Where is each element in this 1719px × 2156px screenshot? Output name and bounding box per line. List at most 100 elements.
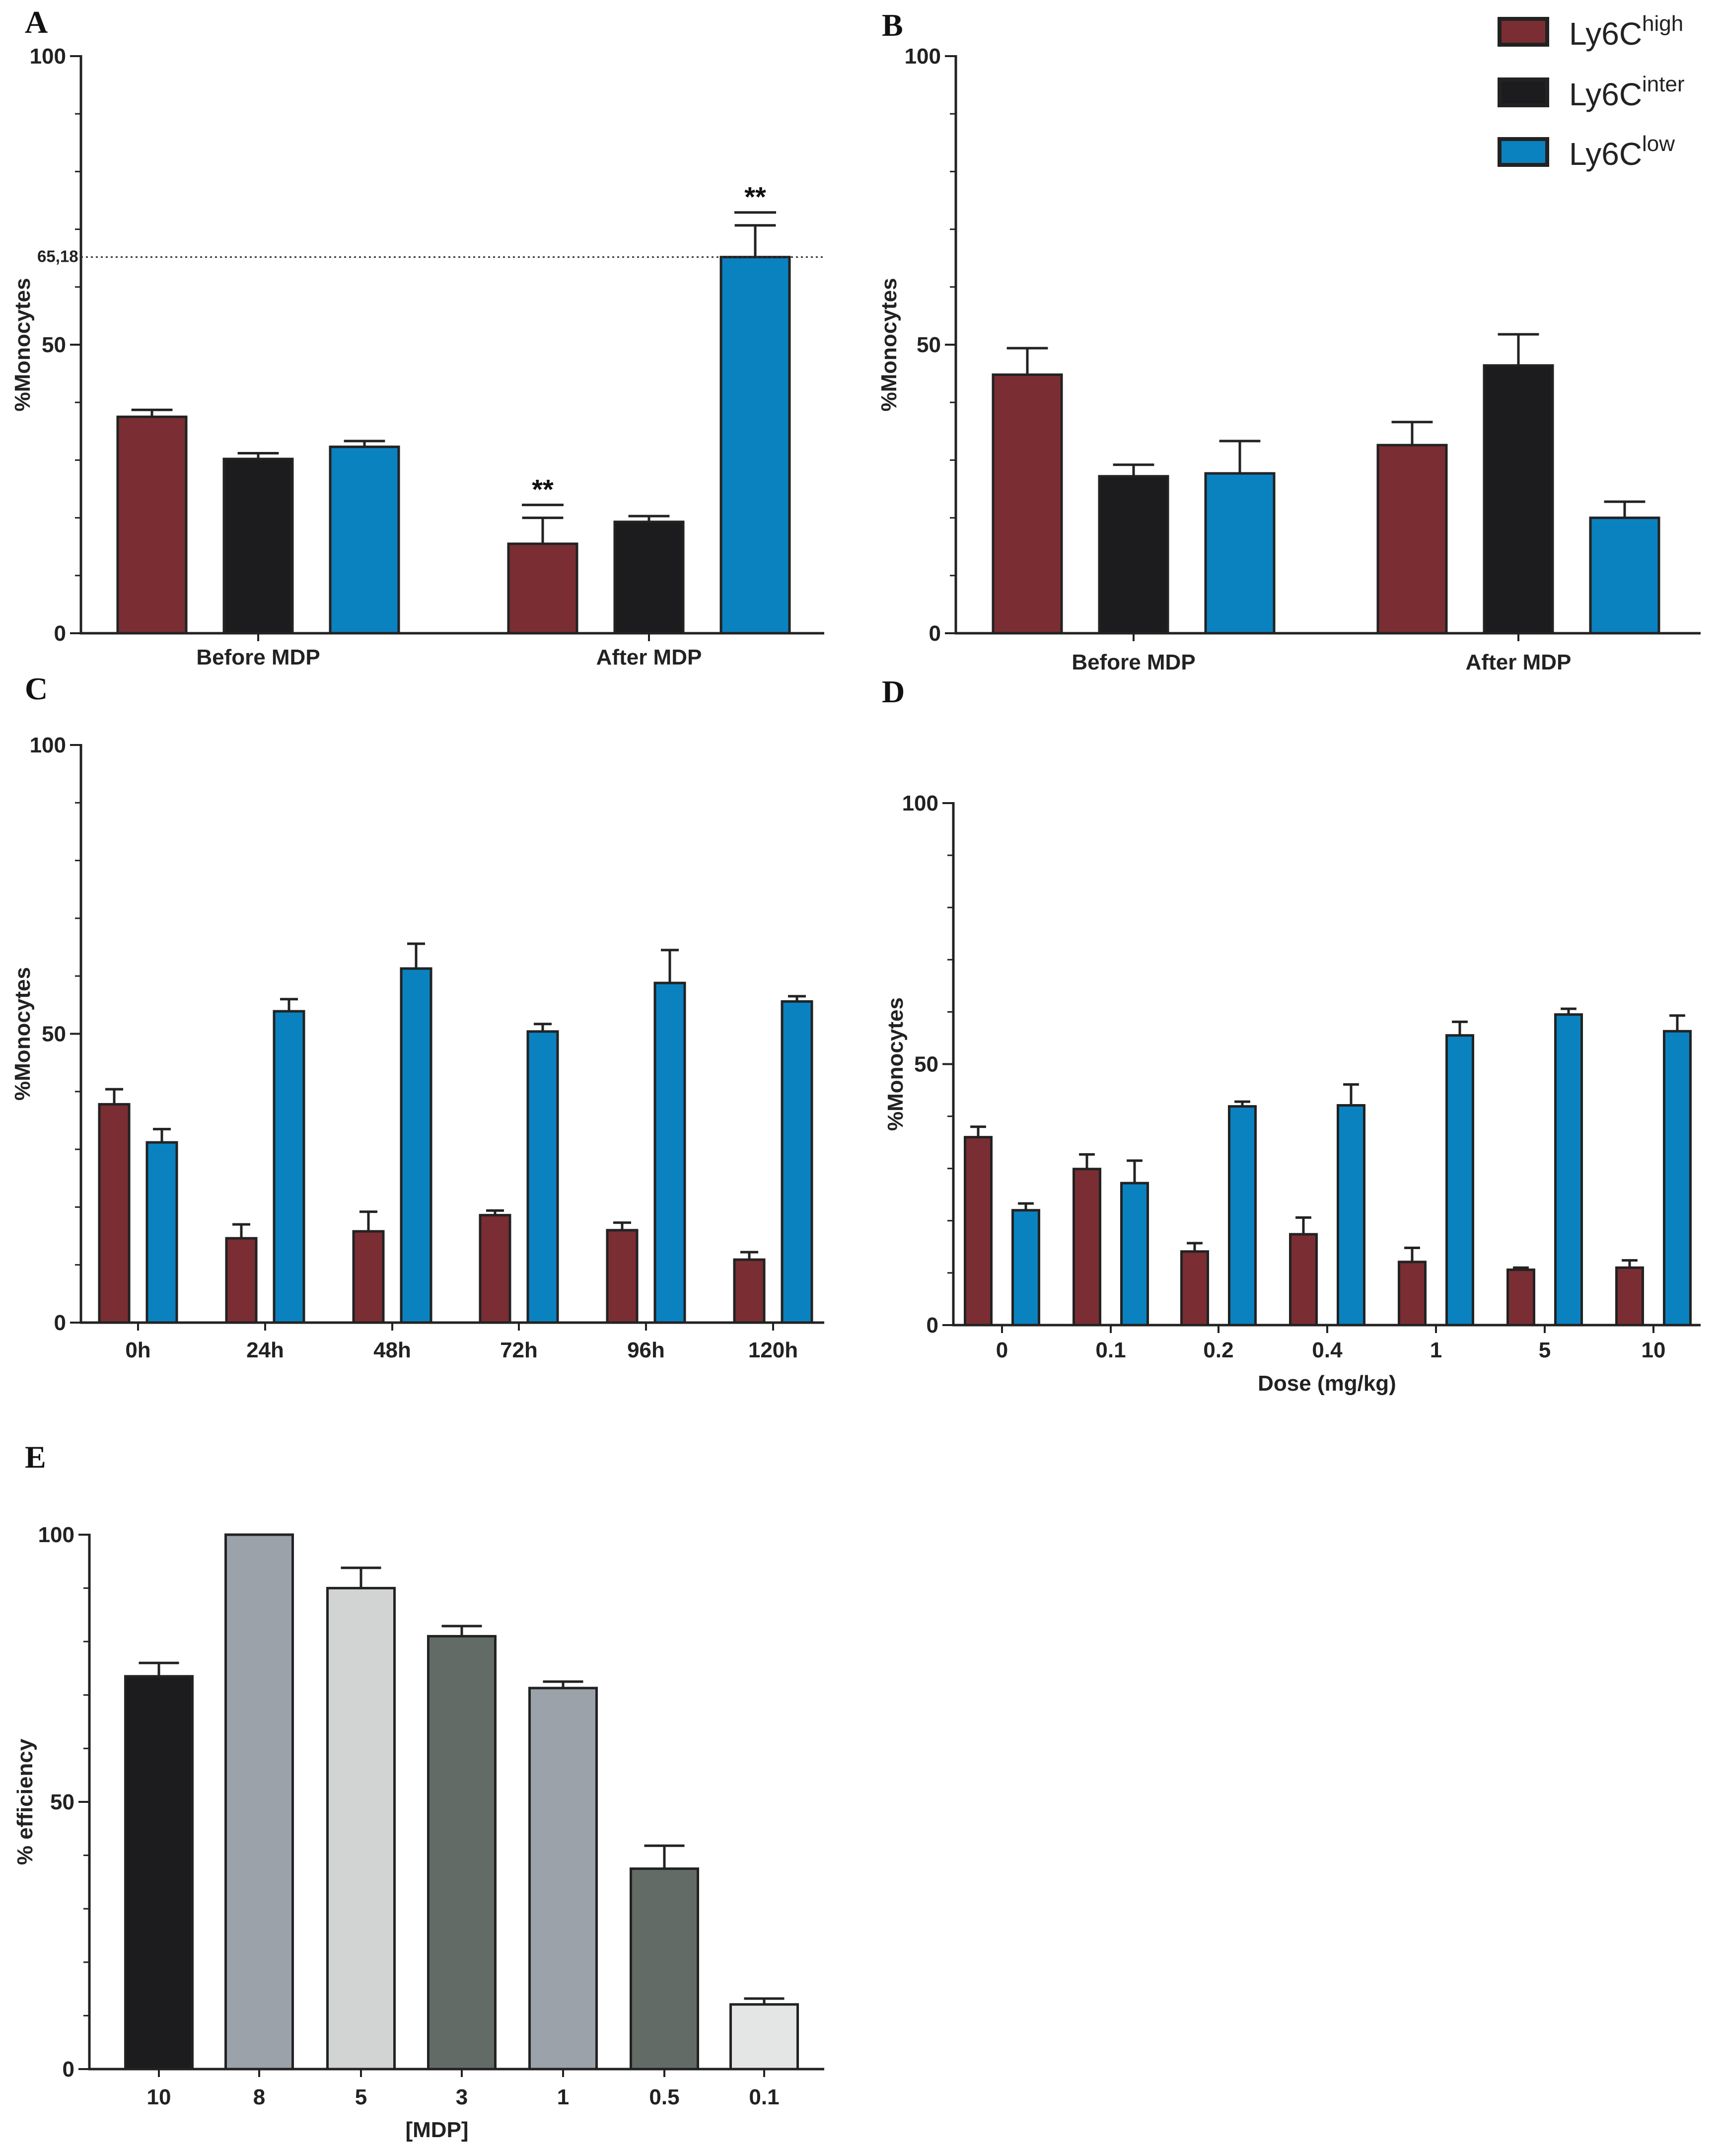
bar-ly6clow-0h: [145, 1141, 178, 1324]
x-tick-label-0-1: 0.1: [1095, 1338, 1126, 1362]
y-axis-label: % efficiency: [13, 1738, 37, 1865]
bar-ly6cinter-before-mdp: [222, 457, 294, 635]
x-tick-label-96h: 96h: [627, 1338, 665, 1362]
bar-ly6clow-120h: [781, 1000, 813, 1324]
bar-ly6clow-after-mdp: [719, 256, 791, 635]
bar-8: [224, 1533, 294, 2071]
bar-ly6clow-0-1: [1120, 1182, 1149, 1327]
x-tick-label-0: 0: [996, 1338, 1008, 1362]
bar-ly6clow-48h: [400, 967, 432, 1324]
bar-0-5: [630, 1867, 699, 2071]
x-tick-label-0h: 0h: [125, 1338, 150, 1362]
bar-ly6cinter-after-mdp: [613, 520, 685, 635]
bar-0-1: [729, 2003, 799, 2071]
x-tick-label-3: 3: [456, 2085, 468, 2109]
y-tick-label: 50: [42, 1022, 66, 1046]
y-tick-label: 100: [38, 1523, 74, 1547]
y-tick-label: 50: [50, 1790, 74, 1814]
legend-superscript: high: [1642, 11, 1683, 36]
x-tick-label-120h: 120h: [748, 1338, 798, 1362]
y-axis-label: %Monocytes: [883, 997, 908, 1131]
y-tick-label: 0: [927, 1313, 938, 1338]
bar-ly6chigh-after-mdp: [1376, 444, 1448, 635]
y-tick-label: 100: [902, 791, 938, 816]
bar-1: [528, 1687, 598, 2071]
y-tick-label: 0: [54, 1311, 66, 1335]
bar-ly6clow-10: [1663, 1030, 1692, 1327]
x-tick-label-24h: 24h: [246, 1338, 284, 1362]
x-tick-label-10: 10: [147, 2085, 171, 2109]
x-tick-label-1: 1: [1430, 1338, 1442, 1362]
legend-swatch-low: [1498, 137, 1549, 167]
bar-ly6chigh-0h: [98, 1103, 131, 1324]
panel-letter-e: E: [25, 1439, 46, 1475]
chart-panel-b: 0 50 100 %Monocytes Before MDP After MDP: [877, 44, 1701, 674]
bar-ly6clow-0-2: [1228, 1105, 1257, 1327]
legend-superscript: inter: [1642, 72, 1685, 96]
bar-ly6clow-5: [1554, 1013, 1583, 1327]
bar-ly6clow-after-mdp: [1589, 517, 1660, 635]
bar-ly6chigh-1: [1398, 1261, 1427, 1327]
x-tick-label-after-mdp: After MDP: [1466, 650, 1572, 674]
bar-ly6clow-96h: [653, 981, 686, 1324]
bar-ly6chigh-10: [1615, 1266, 1644, 1327]
panel-letter-b: B: [882, 7, 903, 43]
x-tick-label-1: 1: [557, 2085, 569, 2109]
x-tick-label-5: 5: [1539, 1338, 1551, 1362]
x-axis-label: [MDP]: [405, 2118, 468, 2142]
bar-ly6chigh-24h: [225, 1237, 258, 1324]
bar-ly6chigh-72h: [479, 1214, 511, 1324]
bar-ly6chigh-before-mdp: [992, 373, 1063, 635]
reference-line-label: 65,18: [37, 247, 78, 266]
bar-ly6clow-0-4: [1337, 1104, 1365, 1327]
bar-ly6clow-24h: [273, 1010, 305, 1324]
x-tick-label-before-mdp: Before MDP: [196, 645, 320, 669]
y-axis-label: %Monocytes: [10, 967, 35, 1101]
x-tick-label-after-mdp: After MDP: [596, 645, 702, 669]
legend-swatch-inter: [1498, 77, 1549, 107]
x-tick-label-48h: 48h: [373, 1338, 411, 1362]
bar-ly6chigh-96h: [606, 1229, 639, 1324]
bar-ly6cinter-before-mdp: [1098, 475, 1169, 635]
bar-10: [124, 1675, 194, 2071]
x-tick-label-before-mdp: Before MDP: [1072, 650, 1195, 674]
chart-panel-e: 0 50 100 % efficiency 10 8 5 3 1 0.5 0.1 [MDP]: [13, 1523, 824, 2142]
x-tick-label-0-1: 0.1: [749, 2085, 779, 2109]
y-tick-label: 100: [30, 733, 66, 757]
x-tick-label-10: 10: [1642, 1338, 1666, 1362]
x-tick-label-8: 8: [253, 2085, 265, 2109]
bar-ly6chigh-0-4: [1289, 1233, 1318, 1327]
x-tick-label-5: 5: [355, 2085, 367, 2109]
bar-ly6chigh-after-mdp: [507, 542, 578, 635]
y-tick-label: 50: [42, 333, 66, 357]
legend-superscript: low: [1642, 132, 1675, 156]
x-tick-label-0-5: 0.5: [649, 2085, 679, 2109]
legend-label-high: Ly6Chigh: [1569, 11, 1683, 52]
panel-letter-d: D: [882, 674, 905, 709]
legend-label-inter: Ly6Cinter: [1569, 72, 1685, 112]
chart-panel-a: 0 50 100 %Monocytes Before MDP After MDP 65,18…: [10, 44, 824, 669]
x-tick-label-72h: 72h: [500, 1338, 538, 1362]
bar-ly6cinter-after-mdp: [1483, 364, 1554, 635]
bar-ly6chigh-before-mdp: [116, 415, 188, 635]
chart-panel-d: 0 50 100 %Monocytes 0 0.1 0.2 0.4 1 5 10 Dose (mg/k…: [883, 791, 1701, 1396]
legend-label-low: Ly6Clow: [1569, 132, 1675, 172]
bar-ly6chigh-120h: [733, 1258, 766, 1324]
bar-ly6chigh-48h: [352, 1230, 385, 1324]
legend: Ly6Chigh Ly6Cinter Ly6Clow: [1498, 11, 1685, 172]
panel-letter-c: C: [25, 671, 48, 706]
x-axis-label: Dose (mg/kg): [1258, 1371, 1396, 1396]
y-axis-label: %Monocytes: [10, 278, 35, 412]
legend-swatch-high: [1498, 17, 1549, 47]
y-tick-label: 50: [917, 333, 941, 357]
significance-marker: **: [744, 181, 766, 213]
bar-ly6clow-before-mdp: [1204, 472, 1276, 635]
chart-panel-c: 0 50 100 %Monocytes 0h 24h 48h 72h 96h 120h: [10, 733, 824, 1362]
bar-ly6chigh-0: [964, 1136, 993, 1327]
bar-ly6chigh-5: [1506, 1268, 1535, 1327]
bar-ly6chigh-0-2: [1180, 1250, 1209, 1327]
y-tick-label: 100: [905, 44, 941, 69]
bar-3: [427, 1635, 497, 2071]
y-tick-label: 0: [63, 2057, 74, 2082]
